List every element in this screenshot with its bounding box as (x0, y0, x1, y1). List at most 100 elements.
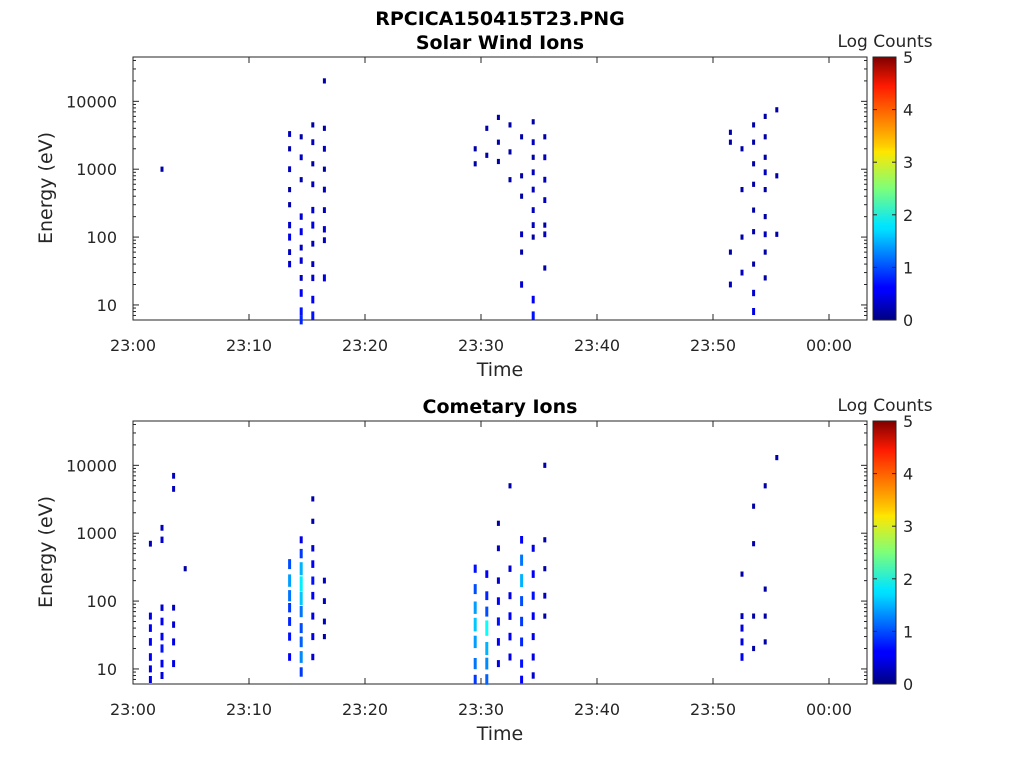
x-tick-label: 23:50 (690, 336, 736, 355)
data-cell (531, 222, 535, 228)
data-cell (496, 139, 500, 145)
data-cell (543, 154, 547, 161)
data-cell (485, 620, 489, 636)
data-cell (288, 233, 292, 241)
data-cell (473, 658, 477, 670)
data-cell (752, 503, 756, 509)
data-cell (299, 591, 303, 606)
data-cell (288, 131, 292, 137)
data-cell (496, 597, 500, 605)
data-cell (288, 146, 292, 152)
data-cell (485, 570, 489, 578)
y-tick-label: 100 (86, 228, 117, 247)
colorbar (872, 56, 897, 321)
data-cell (288, 559, 292, 570)
colorbar-tick-label: 1 (903, 622, 913, 641)
x-axis-label: Time (476, 359, 524, 381)
x-tick-label: 23:50 (690, 700, 736, 719)
data-cell (311, 518, 315, 524)
y-tick-label: 10 (97, 296, 117, 315)
data-cell (148, 676, 152, 683)
data-cell (496, 545, 500, 552)
data-cell (728, 129, 732, 135)
data-cell (299, 562, 303, 576)
data-cell (160, 166, 164, 172)
data-cell (531, 154, 535, 160)
data-cell (763, 154, 767, 160)
data-cell (740, 146, 744, 152)
data-cell (763, 639, 767, 645)
data-cell (531, 633, 535, 641)
data-cell (763, 113, 767, 119)
colorbar-tick-label: 5 (903, 412, 913, 431)
data-cell (763, 214, 767, 220)
x-tick-label: 23:10 (226, 700, 272, 719)
data-cell (531, 186, 535, 193)
data-cell (763, 231, 767, 238)
data-cell (299, 244, 303, 251)
solar-wind-panel: Solar Wind Ions 23:00 23:10 23:20 23:30 23:4… (35, 32, 933, 381)
data-cell (148, 665, 152, 673)
data-cell (543, 566, 547, 572)
data-cell (183, 566, 187, 572)
colorbar-tick-label: 0 (903, 311, 913, 330)
data-cell (531, 612, 535, 620)
data-cell (288, 617, 292, 626)
data-cell (496, 114, 500, 120)
data-cell (508, 483, 512, 489)
data-cell (740, 624, 744, 632)
data-cell (322, 207, 326, 213)
data-cell (543, 222, 547, 228)
data-cell (508, 632, 512, 641)
data-cell (740, 571, 744, 577)
data-cell (322, 166, 326, 172)
data-cell (520, 173, 524, 179)
cometary-panel: Cometary Ions 23:00 23:10 23:20 23:30 23:40 2… (35, 396, 933, 745)
colorbar-tick-label: 5 (903, 48, 913, 67)
data-cell (288, 260, 292, 268)
data-cell (485, 125, 489, 131)
data-cell (288, 653, 292, 661)
data-cell (299, 289, 303, 297)
x-tick-label: 23:00 (110, 336, 156, 355)
data-cell (160, 604, 164, 611)
data-cell (172, 472, 176, 479)
data-cell (322, 226, 326, 233)
data-cell (531, 169, 535, 176)
colorbar-ticks: 0 1 2 3 4 5 (873, 48, 913, 330)
x-tick-label: 23:40 (574, 336, 620, 355)
data-cell (172, 621, 176, 628)
data-cell (311, 311, 315, 320)
data-cell (311, 295, 315, 304)
x-axis: 23:00 23:10 23:20 23:30 23:40 23:50 00:00 (110, 421, 852, 719)
data-cell (322, 577, 326, 584)
data-cell (531, 119, 535, 125)
colorbar-tick-label: 3 (903, 517, 913, 536)
data-cell (311, 653, 315, 661)
data-cell (172, 660, 176, 668)
x-axis: 23:00 23:10 23:20 23:30 23:40 23:50 00:00 (110, 57, 852, 355)
data-cell (148, 638, 152, 646)
data-cell (148, 612, 152, 620)
data-cell (508, 177, 512, 183)
data-cell (299, 307, 303, 316)
colorbar-ticks: 0 1 2 3 4 5 (873, 412, 913, 694)
data-cell (775, 231, 779, 237)
data-cell (728, 281, 732, 288)
data-cell (508, 592, 512, 600)
colorbar-tick-label: 2 (903, 570, 913, 589)
colorbar-tick-label: 4 (903, 465, 913, 484)
data-cell (520, 616, 524, 627)
data-cell (531, 207, 535, 213)
x-tick-label: 23:00 (110, 700, 156, 719)
data-cell (160, 536, 164, 543)
y-tick-label: 1000 (76, 524, 117, 543)
data-cell (299, 177, 303, 183)
data-cell (473, 635, 477, 649)
panel-title: Solar Wind Ions (416, 32, 584, 54)
data-cell (299, 667, 303, 677)
data-cell (288, 202, 292, 208)
data-cell (311, 545, 315, 552)
data-cell (160, 524, 164, 531)
